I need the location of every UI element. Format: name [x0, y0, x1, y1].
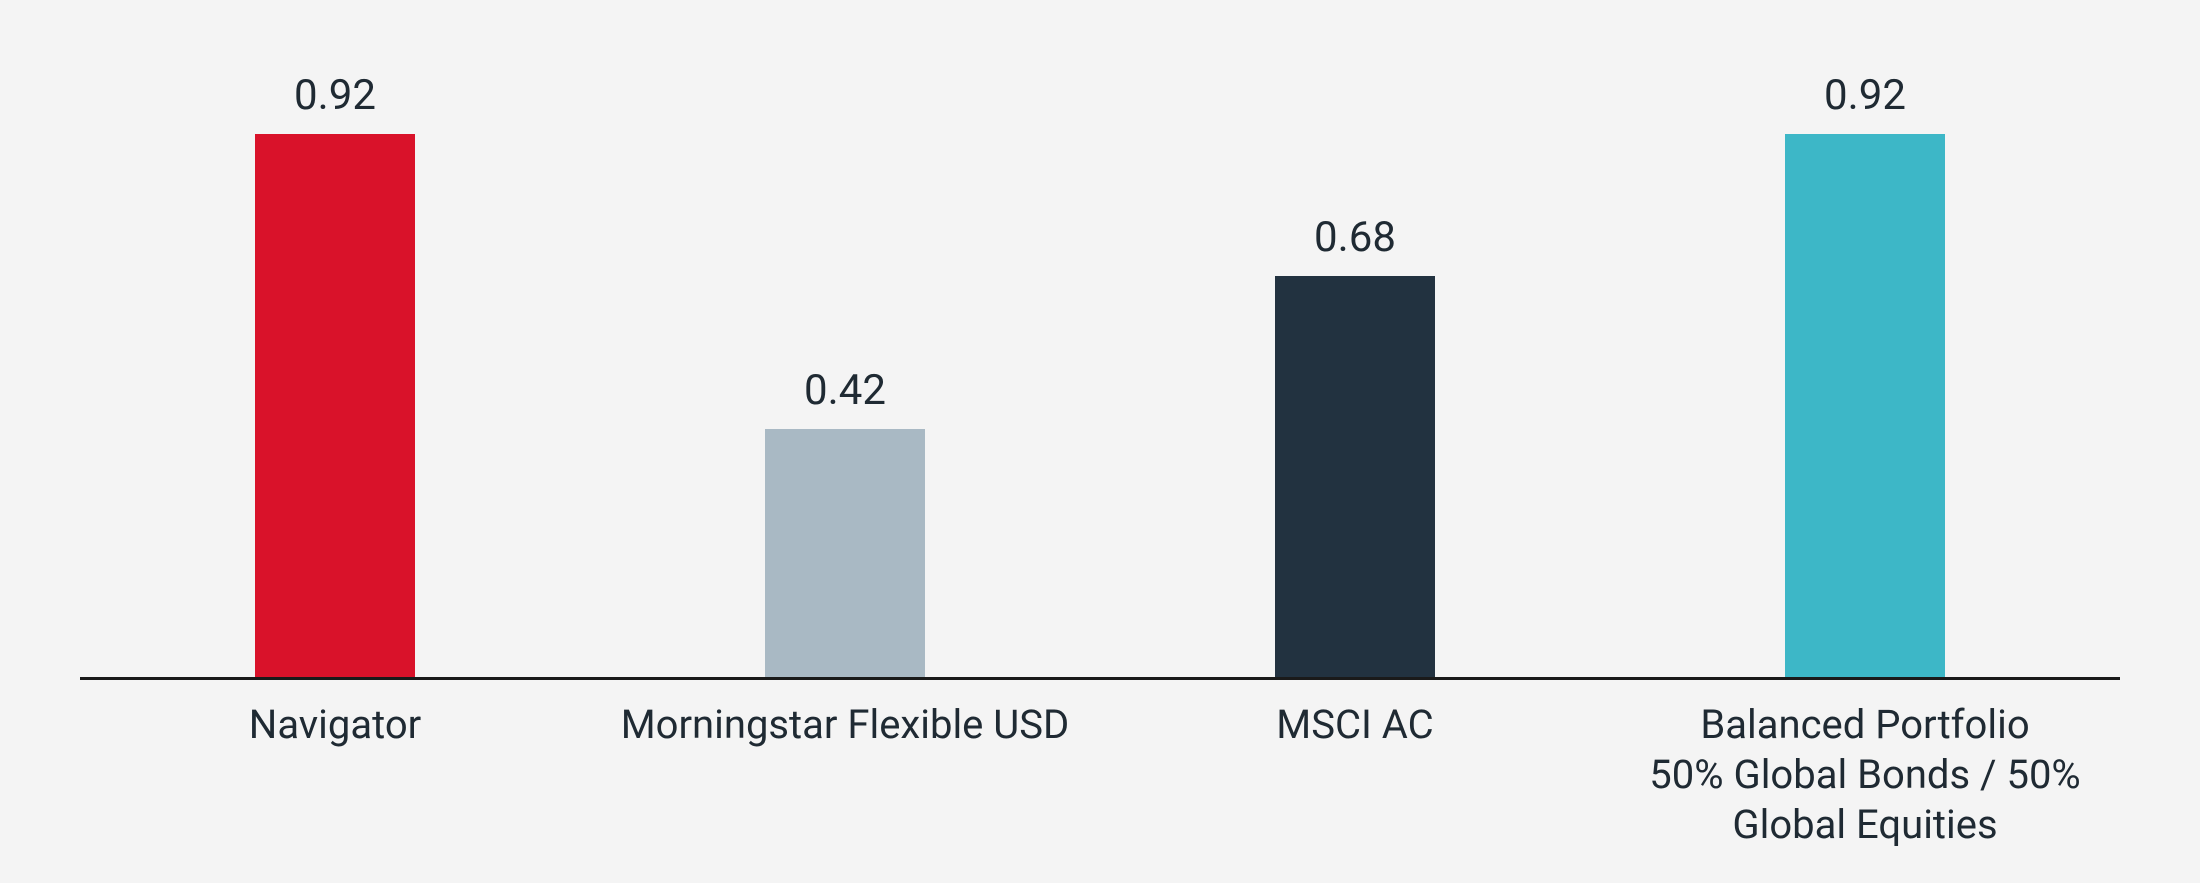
category-label: Morningstar Flexible USD: [590, 700, 1100, 850]
bar-value-label: 0.92: [1824, 71, 1906, 120]
category-label: Navigator: [80, 700, 590, 850]
bar-value-label: 0.42: [804, 366, 886, 415]
bar-slot: 0.42: [590, 0, 1100, 677]
plot-area: 0.92 0.42 0.68 0.92: [80, 0, 2120, 680]
bar: [765, 429, 925, 677]
bar-value-label: 0.92: [294, 71, 376, 120]
category-label: MSCI AC: [1100, 700, 1610, 850]
bar-slot: 0.92: [1610, 0, 2120, 677]
bar: [255, 134, 415, 677]
category-label: Balanced Portfolio50% Global Bonds / 50%…: [1610, 700, 2120, 850]
category-labels-row: NavigatorMorningstar Flexible USDMSCI AC…: [80, 700, 2120, 850]
bar: [1275, 276, 1435, 677]
bar: [1785, 134, 1945, 677]
bar-slot: 0.92: [80, 0, 590, 677]
bar-value-label: 0.68: [1314, 213, 1396, 262]
bar-chart: 0.92 0.42 0.68 0.92 NavigatorMorningstar Fl…: [0, 0, 2200, 883]
bar-slot: 0.68: [1100, 0, 1610, 677]
